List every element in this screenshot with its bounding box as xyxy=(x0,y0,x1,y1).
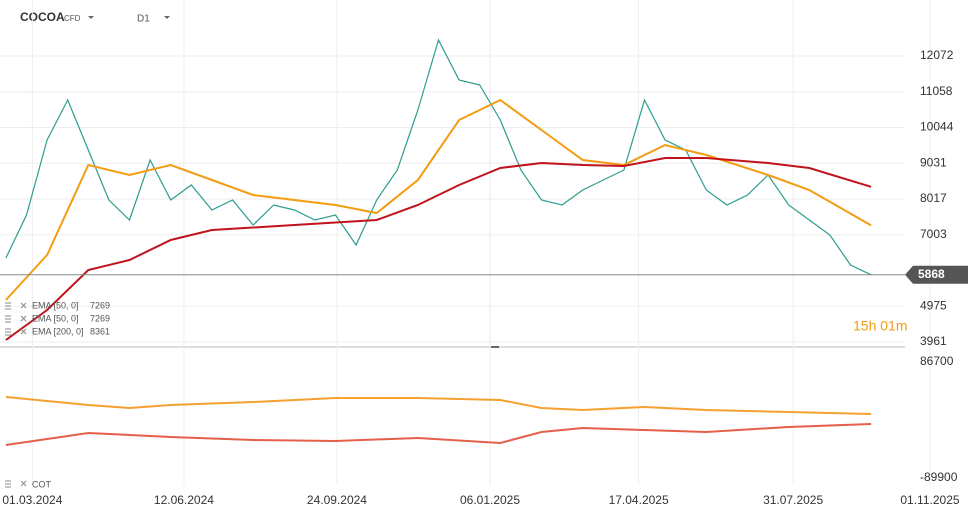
y-tick-label: 7003 xyxy=(920,227,947,241)
price-tag xyxy=(905,265,968,284)
legend-value: 8361 xyxy=(90,326,110,336)
y-tick-label: 8017 xyxy=(920,191,947,205)
badge: CFD xyxy=(64,14,81,23)
y-tick-label: 3961 xyxy=(920,334,947,348)
indicator-line xyxy=(5,423,872,446)
legend-close-icon xyxy=(20,480,27,487)
legend-label: EMA [200, 0] xyxy=(32,326,84,336)
indicator-line xyxy=(5,396,872,415)
y-tick-label: 10044 xyxy=(920,120,954,134)
timeframe[interactable]: D1 xyxy=(137,14,150,25)
symbol[interactable]: COCOA xyxy=(20,10,65,24)
price-line xyxy=(5,38,872,276)
legend-menu-icon xyxy=(5,480,11,488)
legend-menu-icon xyxy=(5,315,11,323)
indicator-line xyxy=(5,157,872,341)
legend-label: COT xyxy=(32,479,52,489)
x-tick-label: 24.09.2024 xyxy=(307,493,367,507)
y-tick-label: 9031 xyxy=(920,155,947,169)
y-tick-label: -89900 xyxy=(920,470,958,484)
legend-menu-icon xyxy=(5,302,11,310)
price-tag-label: 5868 xyxy=(918,267,945,281)
legend-value: 7269 xyxy=(90,300,110,310)
x-tick-label: 12.06.2024 xyxy=(154,493,214,507)
x-tick-label: 01.03.2024 xyxy=(2,493,62,507)
y-tick-label: 86700 xyxy=(920,354,954,368)
x-tick-label: 01.11.2025 xyxy=(900,493,959,507)
x-tick-label: 31.07.2025 xyxy=(763,493,823,507)
x-tick-label: 17.04.2025 xyxy=(609,493,669,507)
y-tick-label: 12072 xyxy=(920,48,954,62)
y-tick-label: 4975 xyxy=(920,298,947,312)
legend-close-icon xyxy=(20,315,27,322)
y-tick-label: 11058 xyxy=(920,84,953,98)
legend-menu-icon xyxy=(5,328,11,336)
legend-label: EMA [50, 0] xyxy=(32,313,79,323)
dropdown-arrow[interactable] xyxy=(88,16,94,19)
indicator-line xyxy=(5,98,872,301)
dropdown-arrow[interactable] xyxy=(164,16,170,19)
legend-value: 7269 xyxy=(90,313,110,323)
x-tick-label: 06.01.2025 xyxy=(460,493,520,507)
legend-close-icon xyxy=(20,328,27,335)
countdown: 15h 01m xyxy=(853,318,907,334)
legend-label: EMA [50, 0] xyxy=(32,300,79,310)
legend-close-icon xyxy=(20,302,27,309)
